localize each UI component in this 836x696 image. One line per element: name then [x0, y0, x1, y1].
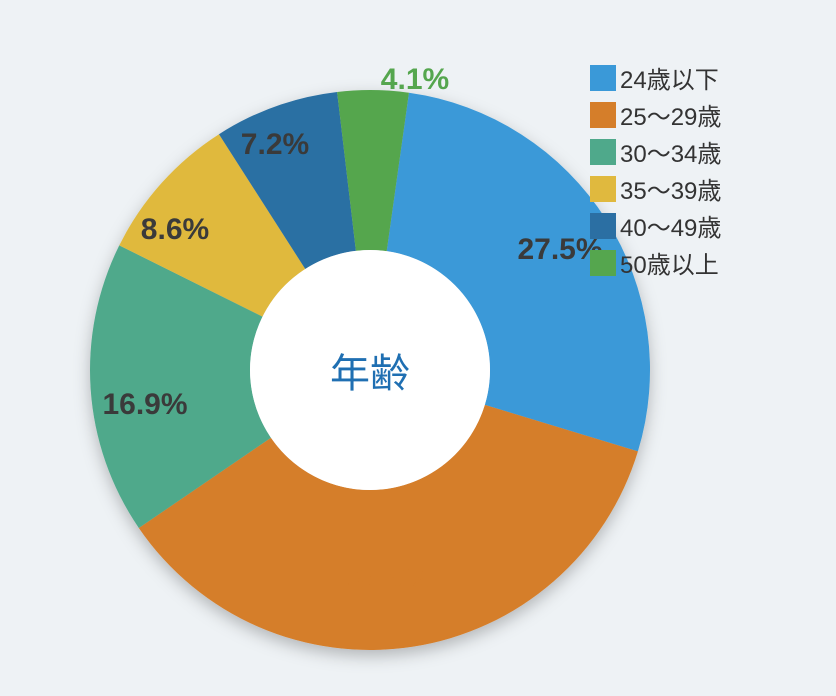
chart-center-label: 年齢 [330, 341, 410, 399]
legend-label: 25～29歳 [620, 97, 721, 132]
legend-swatch [590, 250, 616, 276]
legend-label: 24歳以下 [620, 60, 719, 95]
legend-label: 30～34歳 [620, 134, 721, 169]
legend-swatch [590, 176, 616, 202]
legend-item: 30～34歳 [590, 134, 721, 169]
slice-pct-label: 4.1% [381, 63, 449, 97]
slice-pct-label: 8.6% [141, 213, 209, 247]
legend-item: 35～39歳 [590, 171, 721, 206]
chart-legend: 24歳以下25～29歳30～34歳35～39歳40～49歳50歳以上 [590, 60, 721, 282]
chart-stage: 年齢 27.5%35.8%16.9%8.6%7.2%4.1% 24歳以下25～2… [0, 0, 836, 696]
legend-swatch [590, 213, 616, 239]
legend-swatch [590, 65, 616, 91]
legend-label: 35～39歳 [620, 171, 721, 206]
slice-pct-label: 16.9% [102, 388, 187, 422]
legend-swatch [590, 139, 616, 165]
legend-item: 40～49歳 [590, 208, 721, 243]
slice-pct-label: 7.2% [241, 128, 309, 162]
legend-label: 50歳以上 [620, 245, 719, 280]
legend-swatch [590, 102, 616, 128]
legend-item: 25～29歳 [590, 97, 721, 132]
legend-label: 40～49歳 [620, 208, 721, 243]
legend-item: 24歳以下 [590, 60, 721, 95]
legend-item: 50歳以上 [590, 245, 721, 280]
slice-pct-label: 35.8% [347, 563, 432, 597]
